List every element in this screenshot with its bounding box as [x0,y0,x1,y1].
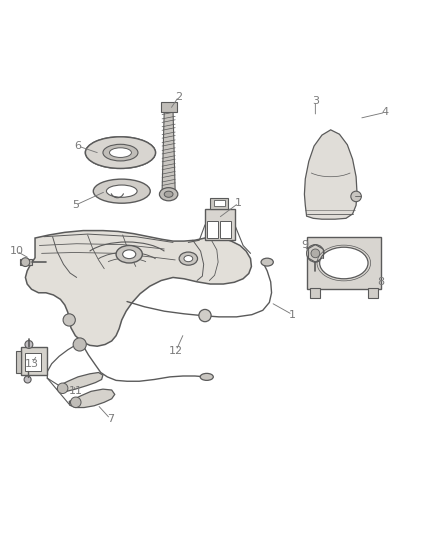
Circle shape [73,338,86,351]
Ellipse shape [200,374,213,381]
Text: 10: 10 [10,246,24,256]
Ellipse shape [85,137,155,168]
Text: 2: 2 [175,92,182,102]
Bar [310,288,320,298]
Text: 6: 6 [74,141,81,151]
Ellipse shape [110,148,131,157]
Circle shape [199,310,211,322]
Bar [214,200,225,206]
Circle shape [307,245,324,262]
Bar [368,288,378,298]
Circle shape [24,376,31,383]
Circle shape [71,397,81,408]
Ellipse shape [179,252,198,265]
Text: 3: 3 [312,96,319,106]
Ellipse shape [103,144,138,161]
Text: 5: 5 [72,200,79,210]
Circle shape [25,341,33,349]
Circle shape [21,258,30,266]
Ellipse shape [164,191,173,197]
Bar [220,221,231,238]
Ellipse shape [184,255,193,262]
Bar [210,198,228,209]
Text: 7: 7 [107,414,114,424]
Bar [205,209,235,240]
Bar [20,260,32,265]
Polygon shape [57,373,103,391]
Circle shape [63,314,75,326]
Bar [16,351,21,373]
Ellipse shape [116,246,142,263]
Text: 9: 9 [301,240,308,251]
Text: 12: 12 [169,345,183,356]
Text: 4: 4 [382,107,389,117]
Bar [207,221,218,238]
Circle shape [311,249,320,258]
Ellipse shape [106,185,137,197]
Ellipse shape [261,258,273,266]
Ellipse shape [159,188,178,201]
Ellipse shape [320,247,368,279]
Polygon shape [25,231,251,346]
Polygon shape [69,389,115,408]
Bar [161,102,177,112]
Bar [21,346,47,375]
Ellipse shape [93,179,150,203]
Circle shape [351,191,361,201]
Circle shape [57,383,68,393]
Text: 8: 8 [378,277,385,287]
Text: 1: 1 [289,310,296,320]
Polygon shape [304,130,357,219]
Text: 13: 13 [25,359,39,369]
Text: 1: 1 [235,198,242,208]
Polygon shape [162,110,175,192]
Bar [307,237,381,289]
Bar [25,353,41,371]
Ellipse shape [123,250,136,259]
Text: 11: 11 [68,386,82,397]
